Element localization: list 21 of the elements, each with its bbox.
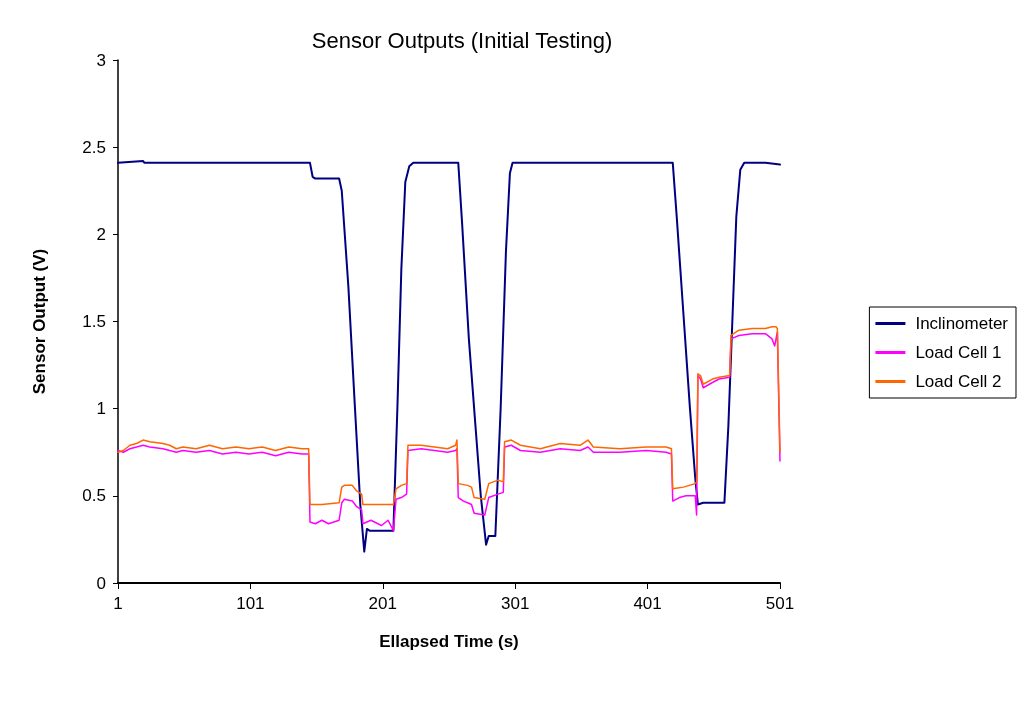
line-series bbox=[117, 160, 781, 553]
x-tick-label: 301 bbox=[501, 594, 530, 613]
y-tick-label: 3 bbox=[96, 50, 106, 70]
legend-label: Load Cell 1 bbox=[915, 343, 1002, 362]
line-series bbox=[117, 325, 781, 506]
x-tick-label: 1 bbox=[113, 594, 123, 613]
y-tick-label: 2 bbox=[96, 224, 106, 244]
x-tick-label: 501 bbox=[765, 594, 795, 613]
legend-label: Inclinometer bbox=[915, 314, 1009, 333]
y-tick-label: 1.5 bbox=[82, 312, 106, 331]
y-tick-label: 0 bbox=[96, 573, 106, 593]
y-tick-label: 1 bbox=[96, 399, 106, 419]
x-tick-label: 401 bbox=[633, 594, 662, 613]
y-tick-label: 0.5 bbox=[82, 486, 106, 506]
legend-label: Load Cell 2 bbox=[915, 372, 1002, 391]
y-axis-title: Sensor Output (V) bbox=[30, 248, 49, 395]
x-tick-label: 201 bbox=[368, 594, 397, 613]
chart-title: Sensor Outputs (Initial Testing) bbox=[311, 27, 613, 53]
x-tick-label: 101 bbox=[236, 594, 265, 613]
x-axis-title: Ellapsed Time (s) bbox=[379, 632, 519, 651]
y-tick-label: 2.5 bbox=[82, 137, 106, 157]
